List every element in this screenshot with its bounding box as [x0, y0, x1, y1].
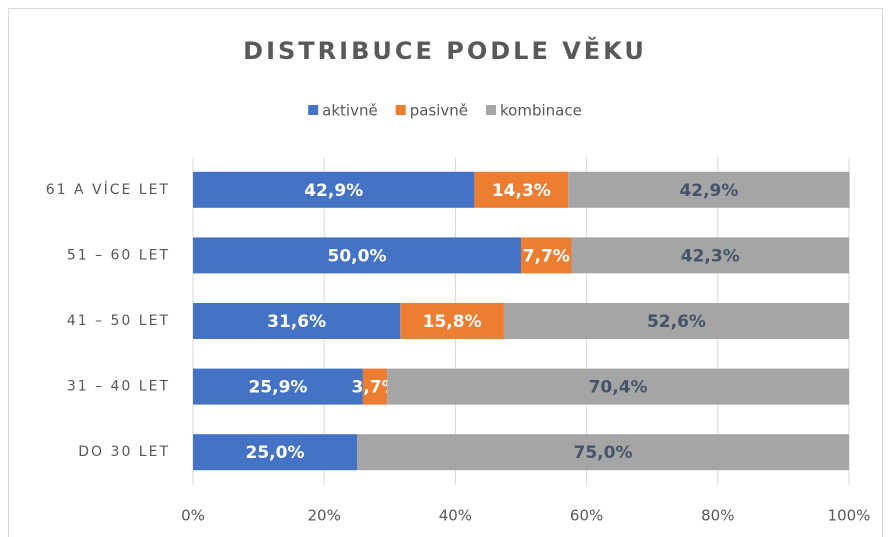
bar-segment [193, 171, 475, 208]
data-label: 25,9% [248, 378, 307, 398]
data-label: 15,8% [423, 312, 482, 332]
data-label: 42,3% [681, 246, 740, 266]
bar-segment [193, 303, 401, 339]
data-label: 42,9% [679, 181, 738, 201]
bar-segment [193, 237, 521, 274]
x-tick-label: 100% [828, 507, 871, 525]
data-label: 42,9% [304, 181, 363, 201]
bar-segment [474, 171, 569, 208]
bar-segment [387, 368, 849, 405]
legend: aktivně pasivně kombinace [308, 102, 582, 120]
y-tick-label: 61 A VÍCE LET [46, 181, 170, 198]
bar-segment [362, 368, 388, 405]
bar-segment [568, 171, 850, 208]
x-tick-label: 40% [439, 507, 472, 525]
legend-swatch [308, 105, 319, 115]
data-label: 52,6% [647, 312, 706, 332]
x-tick-label: 60% [570, 507, 603, 525]
legend-label: aktivně [322, 102, 378, 120]
legend-label: pasivně [410, 102, 468, 120]
legend-swatch [486, 105, 497, 115]
legend-swatch [395, 105, 406, 115]
y-tick-label: 31 – 40 LET [67, 379, 170, 395]
bar-segment [193, 368, 363, 405]
data-label: 14,3% [492, 181, 551, 201]
bar-segment [571, 237, 849, 274]
chart-title: DISTRIBUCE PODLE VĚKU [243, 36, 647, 65]
data-label: 75,0% [574, 443, 633, 463]
y-tick-label: 51 – 60 LET [67, 247, 170, 263]
y-tick-label: DO 30 LET [78, 444, 170, 460]
data-label: 7,7% [523, 246, 570, 266]
data-label: 50,0% [328, 246, 387, 266]
data-label: 25,0% [246, 443, 305, 463]
data-label: 3,7% [351, 378, 398, 398]
bar-segment [521, 237, 572, 274]
legend-label: kombinace [500, 102, 582, 120]
data-label: 70,4% [589, 378, 648, 398]
x-tick-label: 0% [181, 507, 205, 525]
bar-segment [400, 303, 504, 339]
y-tick-label: 41 – 50 LET [67, 313, 170, 329]
data-label: 31,6% [267, 312, 326, 332]
chart-frame [8, 8, 883, 537]
bar-segment [357, 434, 849, 471]
x-tick-label: 80% [701, 507, 734, 525]
bar-segment [503, 303, 849, 339]
bar-segment [193, 434, 357, 471]
x-tick-label: 20% [308, 507, 341, 525]
